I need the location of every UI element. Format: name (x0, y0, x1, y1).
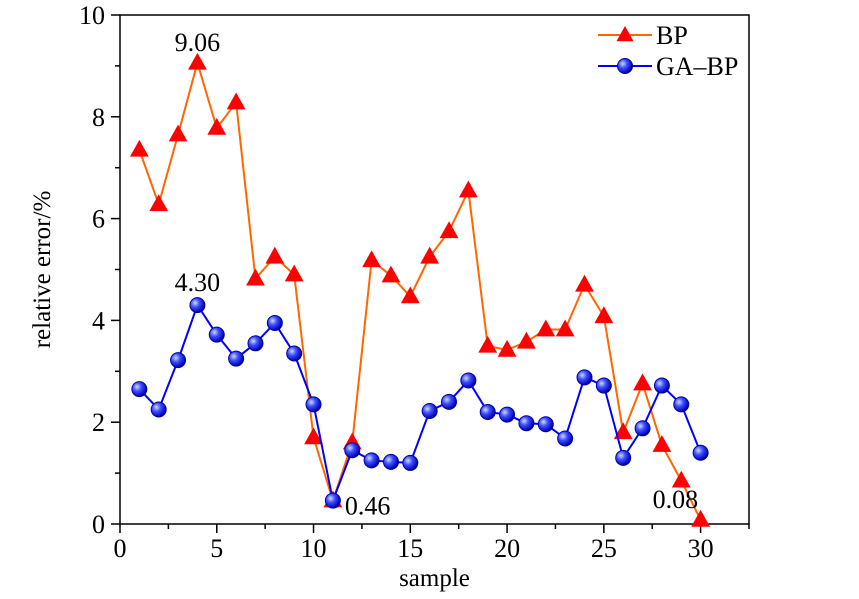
point-ga-bp (653, 377, 670, 394)
point-bp (478, 335, 498, 353)
point-ga-bp (673, 396, 690, 413)
point-ga-bp (499, 406, 516, 423)
x-tick-label: 5 (210, 534, 223, 563)
point-bp (188, 52, 207, 70)
point-bp (517, 331, 536, 349)
point-bp (129, 139, 149, 157)
x-tick-label: 20 (494, 534, 520, 563)
point-ga-bp (576, 369, 593, 386)
point-ga-bp (537, 416, 554, 433)
point-bp (652, 435, 672, 452)
point-ga-bp (247, 335, 264, 352)
point-bp (400, 286, 420, 304)
point-ga-bp (324, 492, 341, 509)
point-ga-bp (363, 452, 380, 469)
point-bp (381, 265, 401, 283)
point-bp (691, 509, 711, 527)
point-ga-bp (692, 444, 709, 461)
point-bp (304, 427, 323, 445)
x-axis-title: sample (399, 565, 470, 592)
point-bp (439, 221, 459, 239)
point-ga-bp (595, 377, 612, 394)
point-bp (246, 268, 265, 286)
y-tick-label: 6 (92, 205, 105, 234)
point-ga-bp (286, 345, 303, 362)
point-ga-bp (518, 415, 535, 432)
x-tick-label: 10 (301, 534, 327, 563)
legend-marker-ga-bp (617, 58, 633, 74)
point-bp (594, 306, 614, 324)
x-tick-label: 15 (397, 534, 423, 563)
point-bp (613, 422, 633, 440)
data-label: 0.46 (345, 492, 391, 521)
point-bp (536, 319, 556, 337)
point-ga-bp (441, 393, 458, 410)
x-tick-label: 25 (591, 534, 617, 563)
legend: BP GA–BP (598, 21, 738, 81)
point-ga-bp (402, 454, 419, 471)
point-ga-bp (266, 314, 283, 331)
point-bp (226, 92, 246, 110)
y-axis-title: relative error/% (29, 191, 56, 349)
point-ga-bp (131, 381, 148, 398)
data-label: 4.30 (175, 268, 221, 297)
point-bp (575, 274, 594, 292)
point-bp (149, 194, 169, 212)
x-tick-label: 30 (688, 534, 714, 563)
series-bp (129, 52, 711, 527)
y-tick-label: 2 (92, 408, 105, 437)
data-label: 0.08 (653, 485, 699, 514)
x-axis-ticks: 0 5 10 15 20 25 30 (114, 524, 750, 563)
point-ga-bp (170, 352, 187, 369)
legend-item-ga-bp: GA–BP (598, 52, 738, 81)
point-bp (168, 124, 188, 142)
series-layer (129, 52, 711, 527)
point-bp (207, 117, 227, 135)
legend-marker-bp (616, 26, 634, 42)
point-bp (265, 246, 285, 264)
x-tick-label: 0 (114, 534, 127, 563)
point-bp (671, 470, 691, 488)
series-ga-bp (131, 297, 709, 509)
point-ga-bp (615, 449, 632, 466)
y-tick-label: 8 (92, 103, 105, 132)
point-ga-bp (460, 372, 477, 389)
point-ga-bp (305, 396, 322, 413)
y-tick-label: 10 (79, 1, 105, 30)
point-ga-bp (479, 404, 496, 421)
point-bp (633, 373, 652, 391)
legend-item-bp: BP (598, 21, 688, 50)
point-bp (497, 339, 517, 357)
y-axis-ticks: 0 2 4 6 8 10 (79, 1, 120, 539)
point-ga-bp (228, 350, 245, 367)
data-label: 9.06 (175, 28, 221, 57)
point-bp (555, 319, 575, 337)
point-ga-bp (208, 326, 225, 343)
point-ga-bp (150, 401, 167, 418)
point-ga-bp (421, 403, 438, 420)
point-bp (458, 180, 478, 198)
y-tick-label: 0 (92, 510, 105, 539)
point-bp (362, 250, 382, 268)
point-ga-bp (382, 453, 399, 470)
annotation-layer: 9.06 4.30 0.46 0.08 (175, 28, 698, 521)
y-tick-label: 4 (92, 306, 105, 335)
point-ga-bp (189, 297, 206, 314)
point-ga-bp (557, 430, 574, 447)
point-bp (420, 246, 440, 264)
legend-label-ga-bp: GA–BP (656, 52, 738, 81)
point-ga-bp (634, 420, 651, 437)
point-ga-bp (344, 442, 361, 459)
legend-label-bp: BP (656, 21, 688, 50)
point-bp (284, 264, 304, 282)
